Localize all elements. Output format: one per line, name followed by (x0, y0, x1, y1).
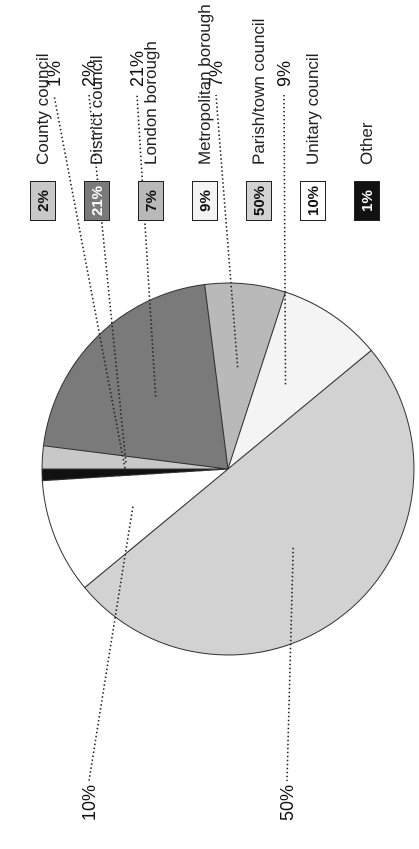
slice-label-district-council: 21% (127, 51, 147, 87)
pie-slice-other (41, 468, 229, 482)
legend-swatch-unitary-council: 10% (300, 181, 326, 221)
legend-swatch-metropolitan-borough: 9% (192, 181, 218, 221)
leader-lines (53, 94, 295, 782)
legend-label-other: Other (357, 122, 376, 165)
legend-item-london-borough: 7% London borough (134, 41, 168, 221)
legend-label-london-borough: London borough (141, 41, 160, 165)
legend-swatch-london-borough: 7% (138, 181, 164, 221)
leader-line-metropolitan-borough (283, 94, 287, 385)
legend-label-district-council: District council (87, 55, 106, 165)
legend-item-metropolitan-borough: 9% Metropolitan borough (188, 4, 222, 221)
legend-label-unitary-council: Unitary council (303, 53, 322, 166)
legend-item-unitary-council: 10% Unitary council (296, 53, 330, 221)
leader-line-london-borough (215, 94, 239, 368)
slice-label-london-borough: 7% (206, 61, 226, 87)
slice-labels: 2% 21% 7% 9% 50% 10% 1% (44, 51, 297, 821)
slice-label-county-council: 2% (79, 61, 99, 87)
legend-item-county-council: 2% County council (26, 53, 60, 221)
slice-label-metropolitan-borough: 9% (274, 61, 294, 87)
pie-slice-metropolitan-borough (226, 291, 373, 471)
legend-item-other: 1% Other (350, 122, 384, 221)
legend-swatch-parish-town-council: 50% (246, 181, 272, 221)
pie-slice-parish-town-council (83, 349, 415, 656)
pie-slice-district-council (42, 283, 229, 470)
legend-item-district-council: 21% District council (80, 55, 114, 221)
legend-label-county-council: County council (33, 53, 52, 165)
leader-line-county-council (88, 94, 127, 463)
legend-label-metropolitan-borough: Metropolitan borough (195, 4, 214, 165)
legend-label-parish-town-council: Parish/town council (249, 18, 268, 165)
legend-swatch-other: 1% (354, 181, 380, 221)
legend-item-parish-town-council: 50% Parish/town council (242, 19, 276, 221)
pie-slice-unitary-council (41, 468, 230, 589)
slice-label-other: 1% (44, 61, 64, 87)
legend-swatch-district-council: 21% (84, 181, 110, 221)
pie-slices (41, 282, 415, 656)
slice-label-unitary-council: 10% (79, 785, 99, 821)
slice-label-parish-town-council: 50% (277, 785, 297, 821)
legend-swatch-county-council: 2% (30, 181, 56, 221)
leader-line-parish-town-council (286, 547, 295, 782)
